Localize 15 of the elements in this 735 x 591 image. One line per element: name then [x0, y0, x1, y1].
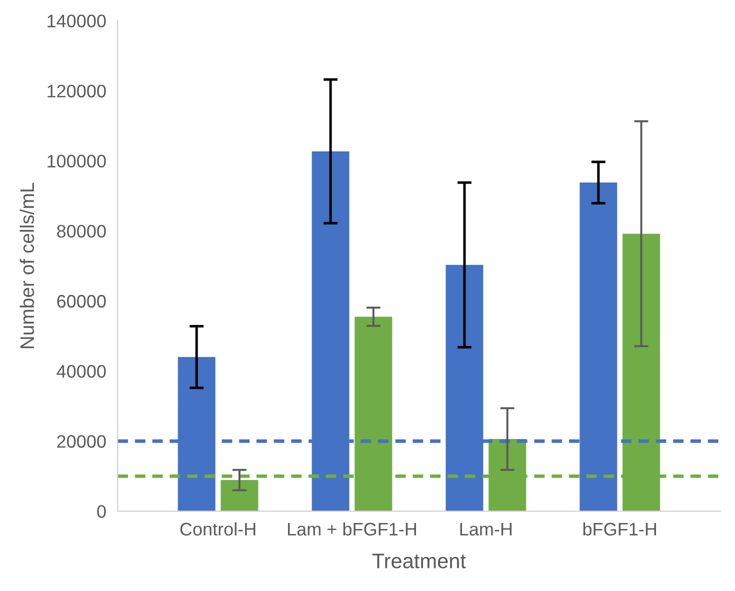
y-tick-label: 40000 — [56, 365, 106, 378]
bar — [220, 480, 258, 512]
y-tick-label: 100000 — [48, 154, 106, 168]
y-tick-label: 0 — [97, 505, 106, 518]
x-tick-label: Lam + bFGF1-H — [288, 522, 416, 536]
y-tick-label: 20000 — [57, 435, 106, 448]
y-tick-label: 140000 — [48, 14, 106, 28]
x-tick-label: bFGF1-H — [583, 522, 656, 536]
x-tick-label: Lam-H — [460, 522, 512, 536]
y-tick-label: 120000 — [48, 84, 106, 98]
y-axis-title: Number of cells/mL — [20, 182, 34, 348]
y-tick-label: 80000 — [57, 224, 106, 238]
x-axis-title: Treatment — [372, 554, 466, 568]
y-tick-label: 60000 — [57, 294, 106, 308]
x-tick-label: Control-H — [180, 522, 256, 536]
